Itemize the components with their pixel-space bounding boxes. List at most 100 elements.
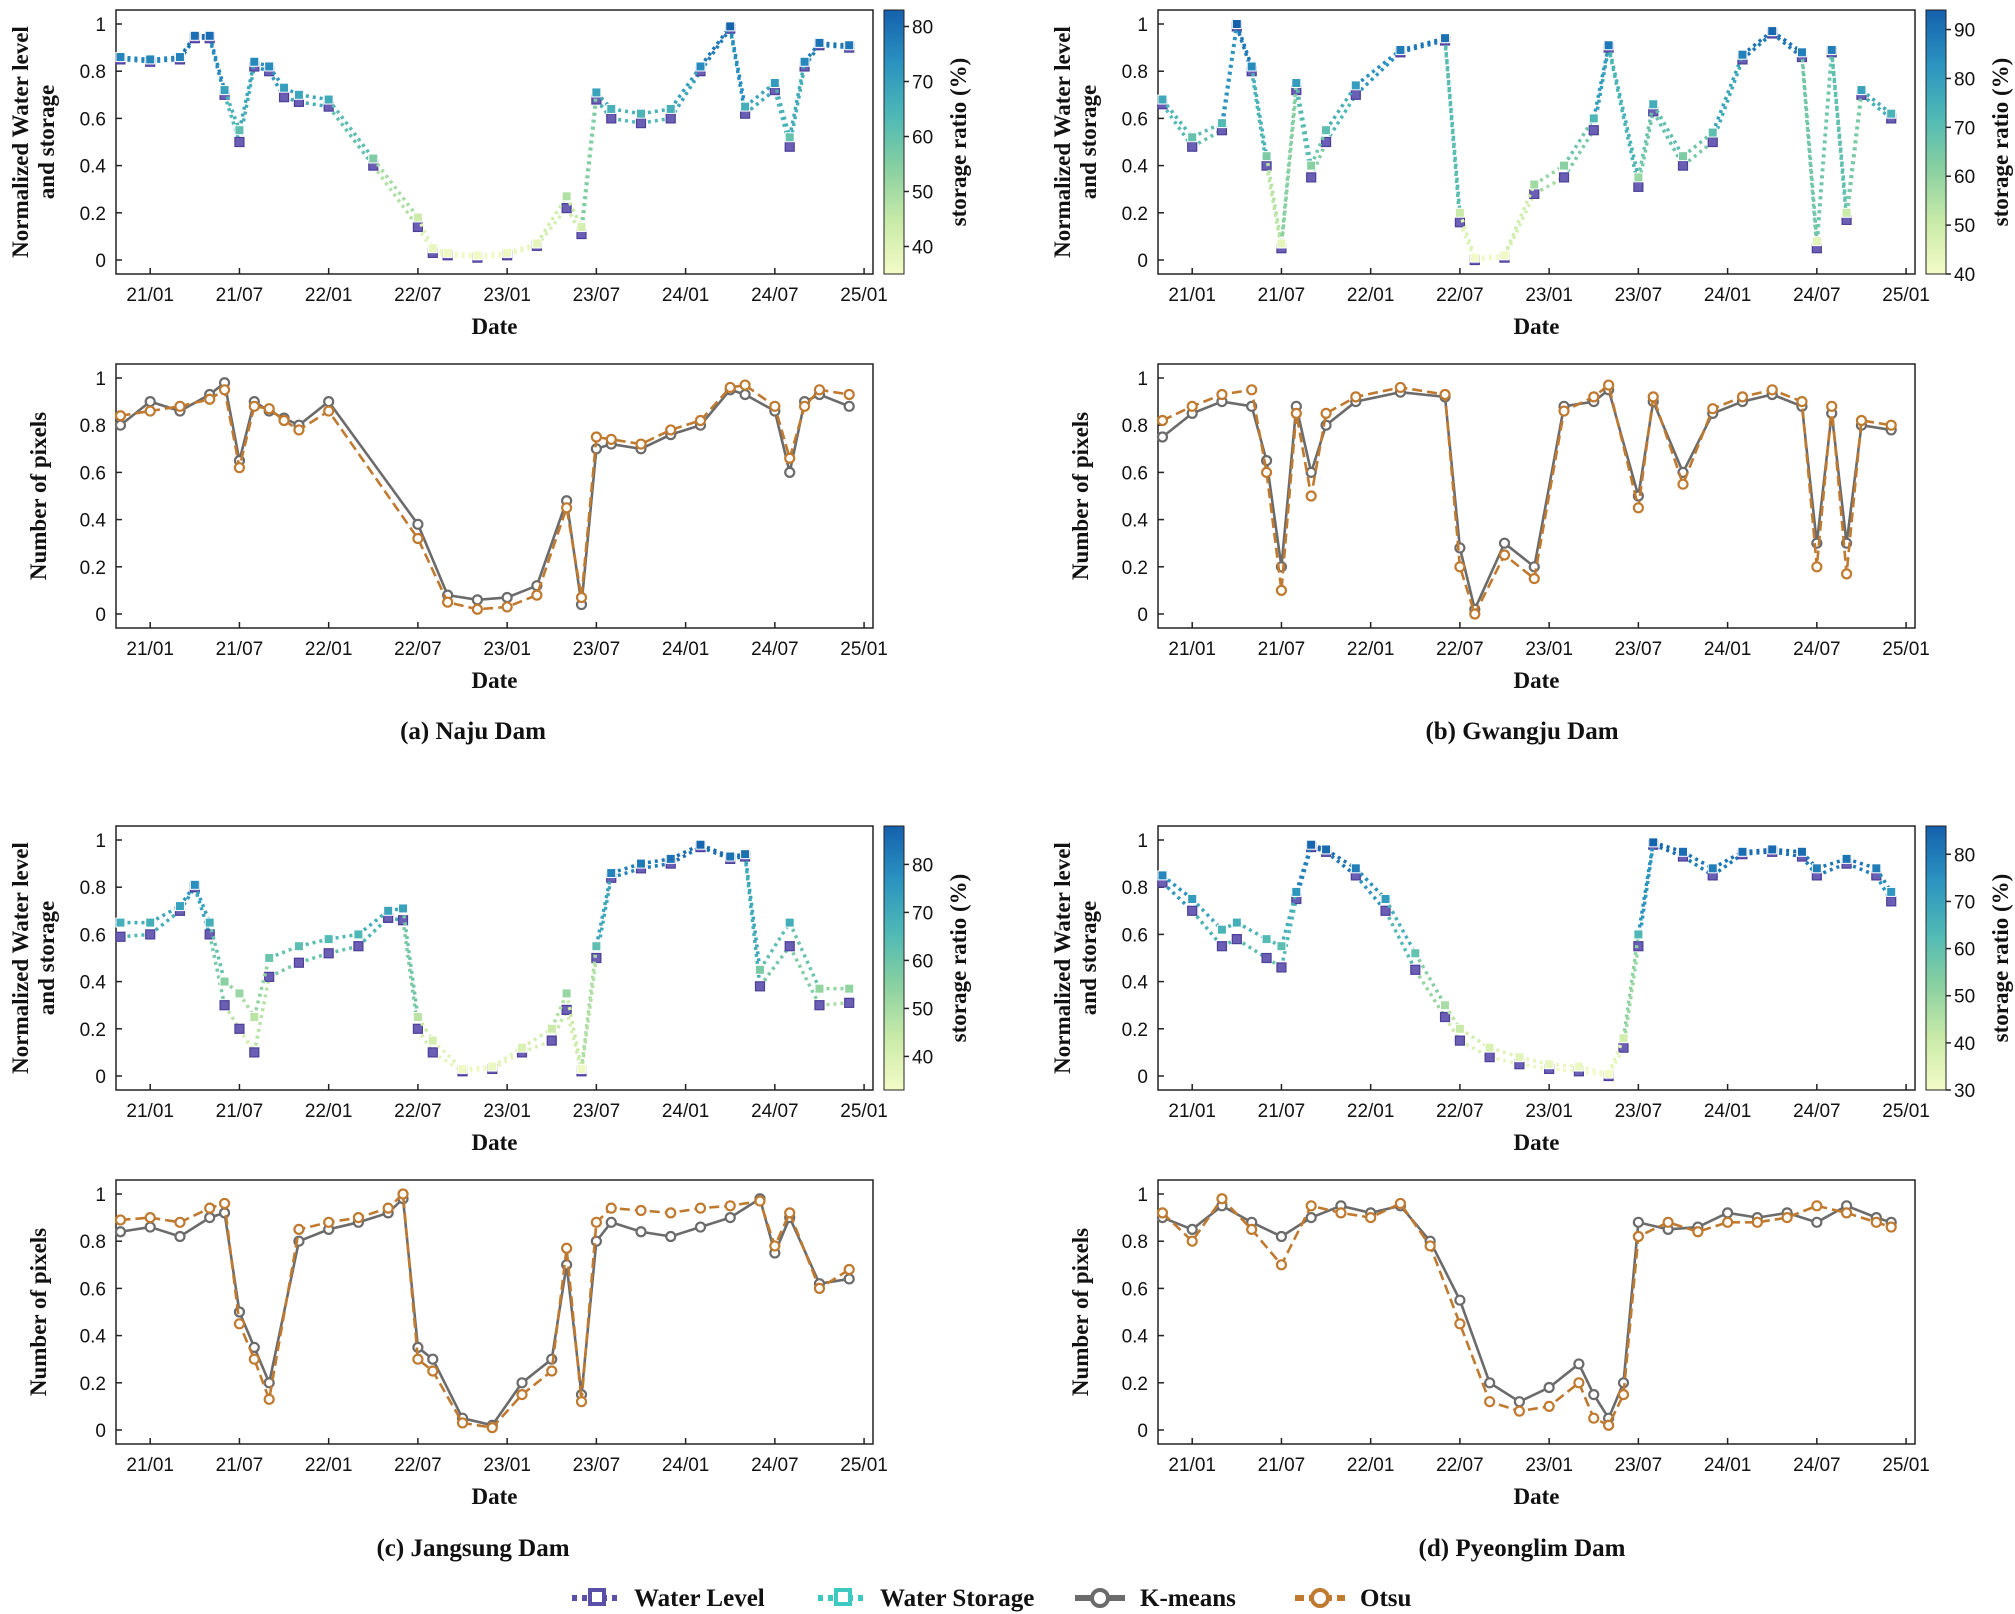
otsu-point	[575, 1396, 588, 1408]
kmeans-point	[1186, 1223, 1198, 1236]
water-storage-point	[1811, 236, 1822, 247]
colorbar-tick-label: 70	[1954, 892, 1975, 913]
series-line-segment	[550, 1009, 569, 1042]
series-line-segment	[1220, 23, 1239, 124]
water-storage-point	[814, 983, 825, 994]
x-tick-label: 22/07	[394, 285, 442, 306]
water-storage-point	[725, 21, 736, 32]
y-tick-label: 1	[95, 1185, 106, 1206]
y-tick-label: 0	[95, 1421, 106, 1442]
series-line-segment	[1652, 840, 1684, 854]
otsu-point	[1588, 391, 1600, 403]
y-tick-label: 0.8	[80, 878, 106, 899]
plot-frame	[1157, 363, 1916, 629]
caption-b: (b) Gwangju Dam	[1425, 718, 1618, 745]
water-level-point	[561, 1004, 572, 1016]
series-line-segment	[447, 251, 478, 258]
x-tick-label: 23/07	[1615, 639, 1663, 660]
series-line-segment	[579, 92, 599, 228]
y-tick-label: 0.6	[80, 109, 106, 130]
otsu-point	[590, 1216, 602, 1228]
y-tick-label: 0	[95, 251, 106, 272]
y-tick-label: 1	[95, 15, 106, 36]
series-line-segment	[1502, 183, 1536, 256]
series-line-segment	[1235, 25, 1254, 72]
legend: Water Level Water Storage K-means Otsu	[572, 1585, 1412, 1612]
plot-frame	[1157, 825, 1916, 1091]
series-line-segment	[1636, 844, 1655, 947]
x-tick-label: 21/01	[1168, 639, 1216, 660]
series-water-level	[1157, 839, 1897, 1082]
otsu-point	[754, 1195, 766, 1207]
water-level-point	[427, 1047, 438, 1058]
colorbar: 40 50 60 70 80 storage ratio (%)	[883, 825, 971, 1091]
otsu-point	[1632, 502, 1644, 514]
water-storage-point	[1216, 118, 1227, 129]
series-line-segment	[579, 957, 599, 1072]
series-line-segment	[640, 116, 672, 125]
otsu-point	[248, 1353, 260, 1365]
plot-frame	[115, 9, 874, 275]
otsu-point	[784, 1207, 796, 1219]
series-line-segment	[594, 872, 613, 947]
series-line-segment	[788, 921, 822, 990]
colorbar-gradient	[883, 9, 905, 275]
water-storage-point	[814, 37, 825, 48]
otsu-point	[1573, 1377, 1585, 1389]
colorbar-label: storage ratio (%)	[946, 874, 971, 1043]
y-tick-label: 0.2	[1122, 1374, 1148, 1395]
series-line-segment	[1474, 253, 1505, 260]
otsu-point	[784, 452, 796, 464]
kmeans-point	[1573, 1358, 1585, 1370]
series-kmeans	[114, 377, 855, 611]
water-storage-point	[368, 153, 379, 164]
series-line-segment	[477, 253, 508, 260]
water-storage-point	[695, 61, 706, 72]
colorbar-gradient	[1925, 825, 1947, 1091]
series-water-storage	[115, 839, 855, 1074]
x-tick-label: 21/07	[1258, 1101, 1306, 1122]
otsu-point	[1320, 407, 1332, 419]
water-storage-point	[1350, 863, 1361, 874]
water-level-point	[1306, 172, 1317, 183]
otsu-point	[1498, 549, 1511, 561]
y-tick-label: 0	[95, 1067, 106, 1088]
x-axis-label: Date	[1514, 1484, 1560, 1509]
water-storage-point	[1767, 26, 1778, 37]
water-level-point	[219, 1000, 230, 1011]
series-line-segment	[252, 976, 271, 1053]
kmeans-point	[144, 1221, 156, 1233]
series-line-segment	[565, 207, 584, 235]
kmeans-point	[1811, 1216, 1823, 1228]
series-line-segment	[1161, 98, 1194, 139]
water-storage-point	[740, 849, 751, 860]
otsu-point	[1840, 568, 1853, 580]
x-tick-label: 23/01	[483, 1101, 531, 1122]
x-tick-label: 22/01	[1347, 1101, 1395, 1122]
chart-pyeonglim-pixels: 0 0.2 0.4 0.6 0.8 1 21/01 21/07 22/01 22/07 23/01 2…	[1068, 1179, 1930, 1509]
plot-frame	[115, 825, 874, 1091]
otsu-point	[694, 1202, 707, 1214]
water-level-point	[1261, 952, 1272, 964]
y-tick-label: 0.8	[1122, 878, 1148, 899]
legend-marker-otsu	[1310, 1588, 1330, 1608]
otsu-point	[1246, 384, 1258, 396]
series-otsu	[1156, 379, 1897, 620]
water-level-point	[561, 202, 572, 214]
series-line-segment	[298, 951, 330, 965]
water-storage-point	[487, 1061, 498, 1072]
x-tick-label: 25/01	[840, 1101, 888, 1122]
water-storage-point	[1291, 78, 1302, 88]
otsu-point	[1826, 400, 1838, 412]
kmeans-point	[1722, 1207, 1734, 1219]
otsu-point	[293, 424, 305, 436]
x-tick-label: 24/01	[662, 639, 710, 660]
otsu-point	[1647, 391, 1659, 403]
series-line-segment	[787, 61, 807, 138]
series-line-segment	[1443, 38, 1462, 213]
y-axis-label: Normalized Water level	[1050, 842, 1075, 1074]
water-storage-point	[740, 101, 751, 112]
colorbar-tick-label: 80	[1954, 845, 1975, 866]
x-tick-label: 24/07	[1793, 285, 1841, 306]
y-tick-label: 0	[95, 605, 106, 626]
